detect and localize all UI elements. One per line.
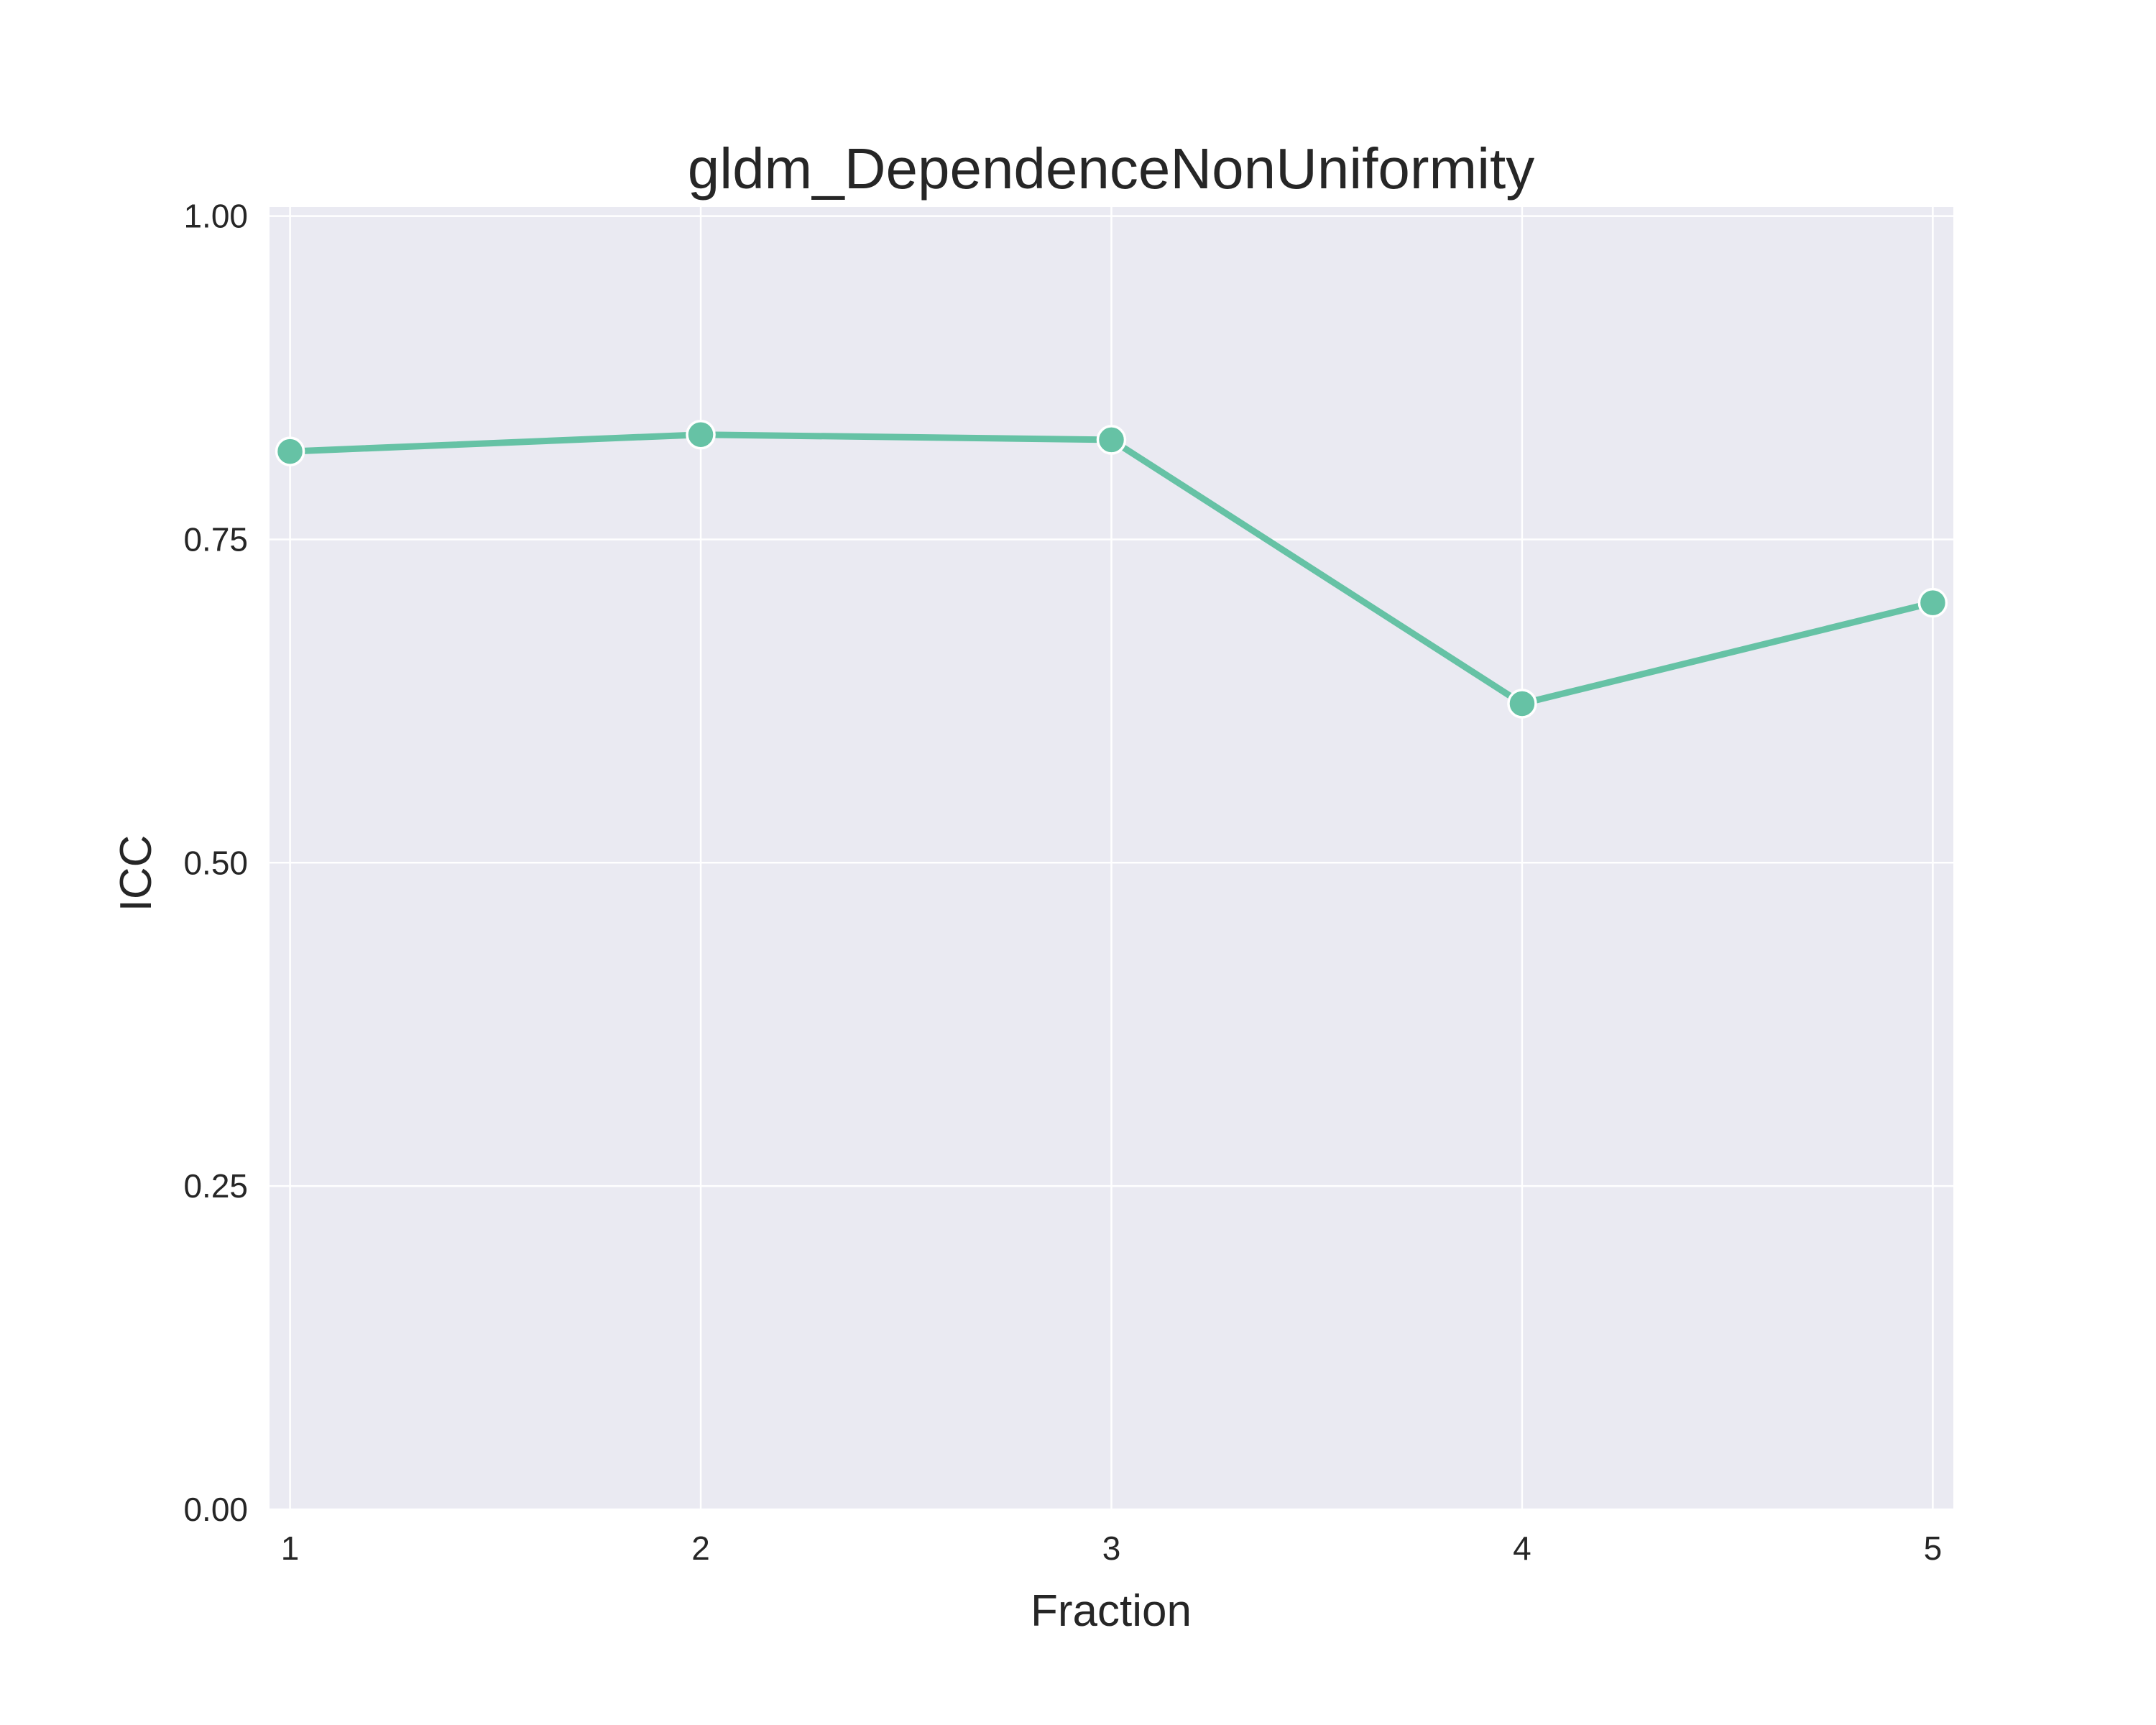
y-tick-label: 0.25 [183, 1167, 248, 1205]
x-tick-label: 3 [1102, 1530, 1121, 1567]
x-tick-label: 4 [1513, 1530, 1531, 1567]
y-tick-label: 0.50 [183, 844, 248, 881]
data-point [1919, 589, 1946, 617]
data-point [687, 421, 714, 448]
x-axis-label: Fraction [1031, 1586, 1192, 1636]
data-point [277, 438, 304, 465]
y-tick-label: 0.75 [183, 520, 248, 558]
x-tick-label: 5 [1924, 1530, 1943, 1567]
x-tick-label: 1 [281, 1530, 300, 1567]
chart-title: gldm_DependenceNonUniformity [688, 137, 1534, 201]
x-tick-label: 2 [691, 1530, 710, 1567]
data-point [1098, 426, 1125, 454]
y-axis-label: ICC [111, 835, 161, 912]
y-tick-label: 1.00 [183, 198, 248, 235]
data-point [1508, 690, 1536, 717]
y-tick-label: 0.00 [183, 1491, 248, 1528]
